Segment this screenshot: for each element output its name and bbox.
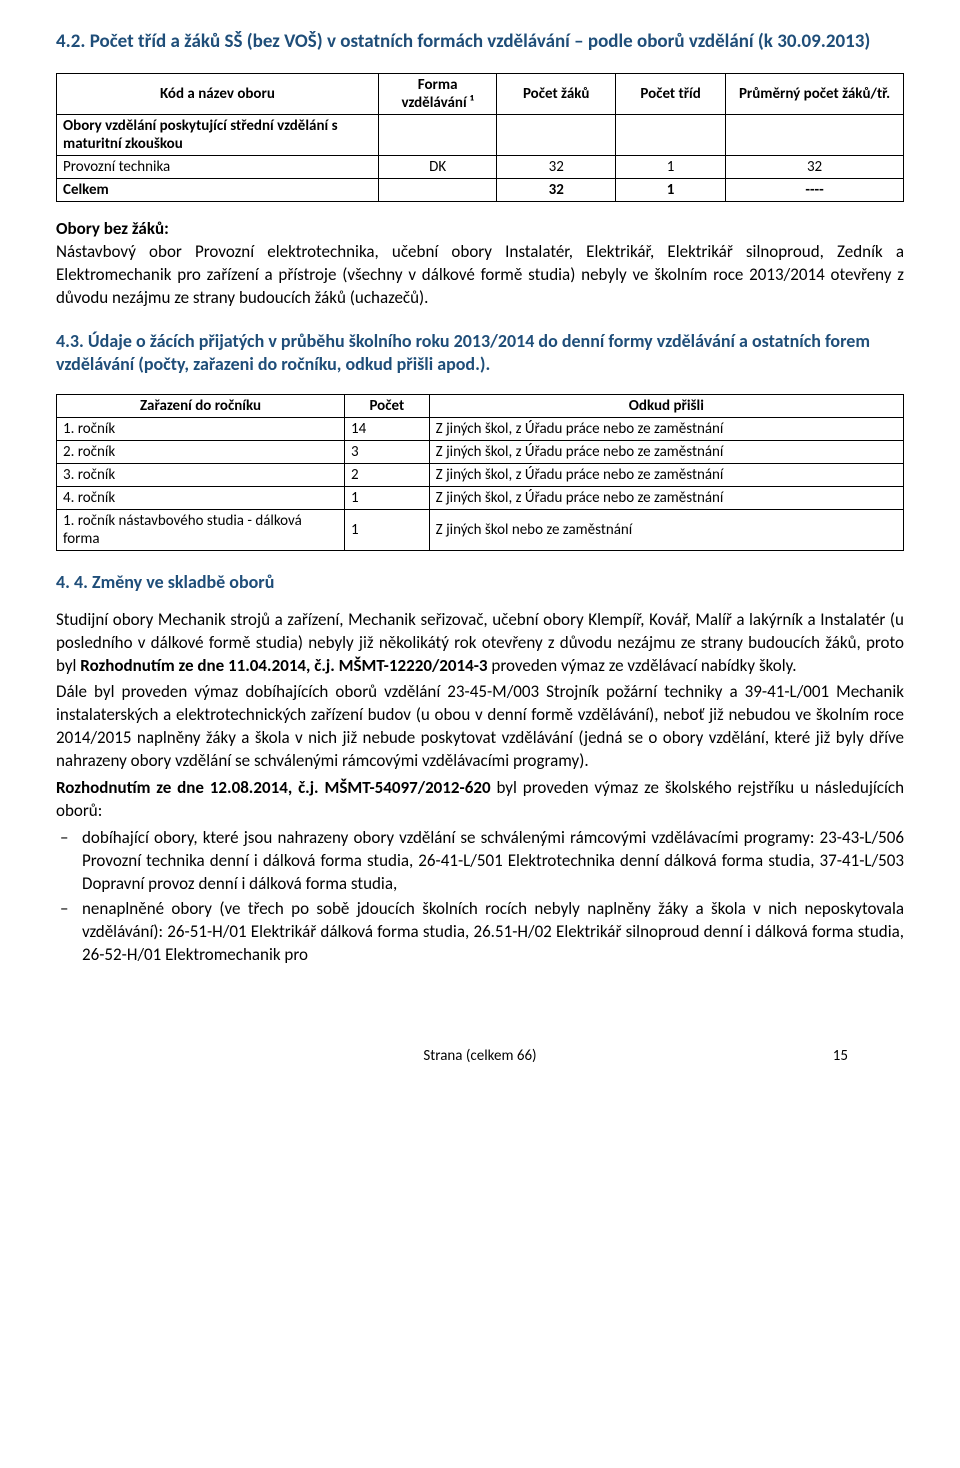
cell-empty <box>726 114 904 155</box>
th-prumer: Průměrný počet žáků/tř. <box>726 73 904 114</box>
cell: 1 <box>616 178 726 201</box>
cell-empty <box>497 114 616 155</box>
table-4-2: Kód a název oboru Forma vzdělávání ¹ Poč… <box>56 73 904 202</box>
footer-center: Strana (celkem 66) <box>423 1047 536 1065</box>
cell: 14 <box>344 418 429 441</box>
bullet-list: dobíhající obory, které jsou nahrazeny o… <box>56 827 904 967</box>
section-4-3-title: 4.3. Údaje o žácích přijatých v průběhu … <box>56 330 904 377</box>
cell: Z jiných škol, z Úřadu práce nebo ze zam… <box>429 464 903 487</box>
cell: Z jiných škol nebo ze zaměstnání <box>429 510 903 551</box>
bullet-item: nenaplněné obory (ve třech po sobě jdouc… <box>82 898 904 967</box>
table-row: Celkem 32 1 ---- <box>57 178 904 201</box>
para-4-4-2: Dále byl proveden výmaz dobíhajících obo… <box>56 681 904 773</box>
th-forma: Forma vzdělávání ¹ <box>378 73 497 114</box>
cell: Celkem <box>57 178 379 201</box>
cell: 32 <box>497 178 616 201</box>
page-number: 15 <box>833 1047 848 1065</box>
section-4-4-title: 4. 4. Změny ve skladbě oborů <box>56 571 904 594</box>
cell: 2. ročník <box>57 441 345 464</box>
table-4-3: Zařazení do ročníku Počet Odkud přišli 1… <box>56 394 904 551</box>
cell: 32 <box>497 155 616 178</box>
cell: 3 <box>344 441 429 464</box>
cell: Z jiných škol, z Úřadu práce nebo ze zam… <box>429 441 903 464</box>
cell: 3. ročník <box>57 464 345 487</box>
table-row: 4. ročník 1 Z jiných škol, z Úřadu práce… <box>57 487 904 510</box>
th-pocet-trid: Počet tříd <box>616 73 726 114</box>
table-row: 3. ročník 2 Z jiných škol, z Úřadu práce… <box>57 464 904 487</box>
obory-bez-heading: Obory bez žáků: <box>56 218 904 239</box>
table-row: 1. ročník 14 Z jiných škol, z Úřadu prác… <box>57 418 904 441</box>
th-zarazeni: Zařazení do ročníku <box>57 395 345 418</box>
th-kod-nazev: Kód a název oboru <box>57 73 379 114</box>
text: proveden výmaz ze vzdělávací nabídky ško… <box>488 655 797 676</box>
cell: 32 <box>726 155 904 178</box>
cell-empty <box>616 114 726 155</box>
bullet-item: dobíhající obory, které jsou nahrazeny o… <box>82 827 904 896</box>
cell: 4. ročník <box>57 487 345 510</box>
cell <box>378 178 497 201</box>
table-row: 1. ročník nástavbového studia - dálková … <box>57 510 904 551</box>
cell: Z jiných škol, z Úřadu práce nebo ze zam… <box>429 418 903 441</box>
cell-empty <box>378 114 497 155</box>
para-4-4-1: Studijní obory Mechanik strojů a zařízen… <box>56 609 904 678</box>
para-4-4-3: Rozhodnutím ze dne 12.08.2014, č.j. MŠMT… <box>56 777 904 823</box>
cell: 1. ročník <box>57 418 345 441</box>
cell: 1 <box>616 155 726 178</box>
th-pocet: Počet <box>344 395 429 418</box>
th-odkud: Odkud přišli <box>429 395 903 418</box>
section-4-2-title: 4.2. Počet tříd a žáků SŠ (bez VOŠ) v os… <box>56 30 904 55</box>
cell: ---- <box>726 178 904 201</box>
page-footer: Strana (celkem 66) 15 <box>56 1047 904 1065</box>
cell: 2 <box>344 464 429 487</box>
cell: 1. ročník nástavbového studia - dálková … <box>57 510 345 551</box>
obory-bez-text: Nástavbový obor Provozní elektrotechnika… <box>56 241 904 310</box>
group-label: Obory vzdělání poskytující střední vzděl… <box>57 114 379 155</box>
cell: 1 <box>344 487 429 510</box>
table-row: Provozní technika DK 32 1 32 <box>57 155 904 178</box>
cell: DK <box>378 155 497 178</box>
cell: Z jiných škol, z Úřadu práce nebo ze zam… <box>429 487 903 510</box>
cell: Provozní technika <box>57 155 379 178</box>
table-row: 2. ročník 3 Z jiných škol, z Úřadu práce… <box>57 441 904 464</box>
th-pocet-zaku: Počet žáků <box>497 73 616 114</box>
text-bold: Rozhodnutím ze dne 11.04.2014, č.j. MŠMT… <box>80 655 487 676</box>
text-bold: Rozhodnutím ze dne 12.08.2014, č.j. MŠMT… <box>56 777 491 798</box>
cell: 1 <box>344 510 429 551</box>
